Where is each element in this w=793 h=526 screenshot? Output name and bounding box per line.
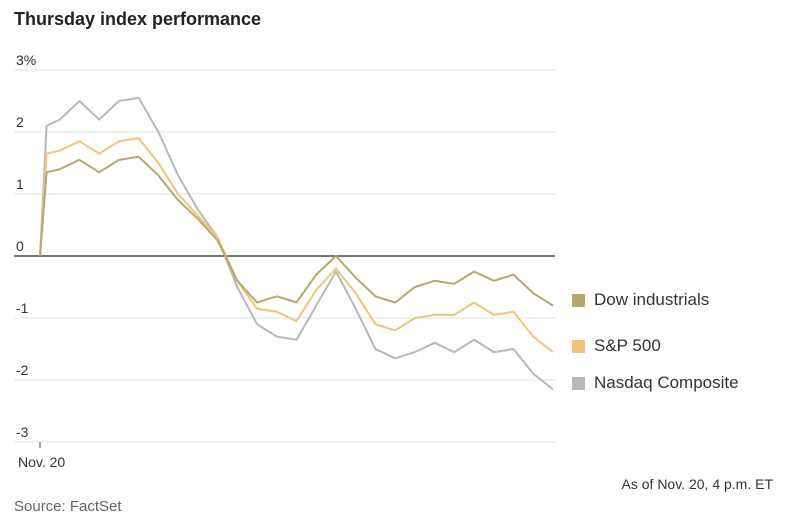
chart-title: Thursday index performance [14, 9, 262, 29]
legend-label: Dow industrials [594, 290, 710, 309]
series-lines [39, 96, 554, 391]
x-axis: Nov. 20 [18, 442, 65, 470]
timestamp-note: As of Nov. 20, 4 p.m. ET [621, 476, 773, 492]
y-tick-label: 1 [16, 176, 24, 192]
y-tick-label: 3% [16, 52, 36, 68]
y-axis-tick-labels: 3% 2 1 0 -1 -2 -3 [16, 52, 36, 440]
legend-label: Nasdaq Composite [594, 373, 739, 392]
legend-swatch [572, 293, 585, 307]
legend-label: S&P 500 [594, 336, 661, 355]
legend-item: Nasdaq Composite [572, 373, 739, 393]
gridlines [14, 69, 555, 443]
y-tick-label: -3 [16, 424, 29, 440]
legend-item: Dow industrials [572, 290, 709, 310]
y-tick-label: 2 [16, 114, 24, 130]
series-line-s-p-500 [39, 137, 554, 353]
y-tick-label: -2 [16, 362, 29, 378]
y-tick-label: -1 [16, 300, 29, 316]
legend-swatch [572, 376, 585, 390]
y-tick-label: 0 [16, 238, 24, 254]
x-tick-label: Nov. 20 [18, 454, 65, 470]
legend-swatch [572, 339, 585, 353]
source-note: Source: FactSet [14, 498, 122, 515]
series-line-nasdaq-composite [39, 96, 554, 391]
series-line-dow-industrials [39, 155, 554, 307]
legend-item: S&P 500 [572, 336, 661, 356]
